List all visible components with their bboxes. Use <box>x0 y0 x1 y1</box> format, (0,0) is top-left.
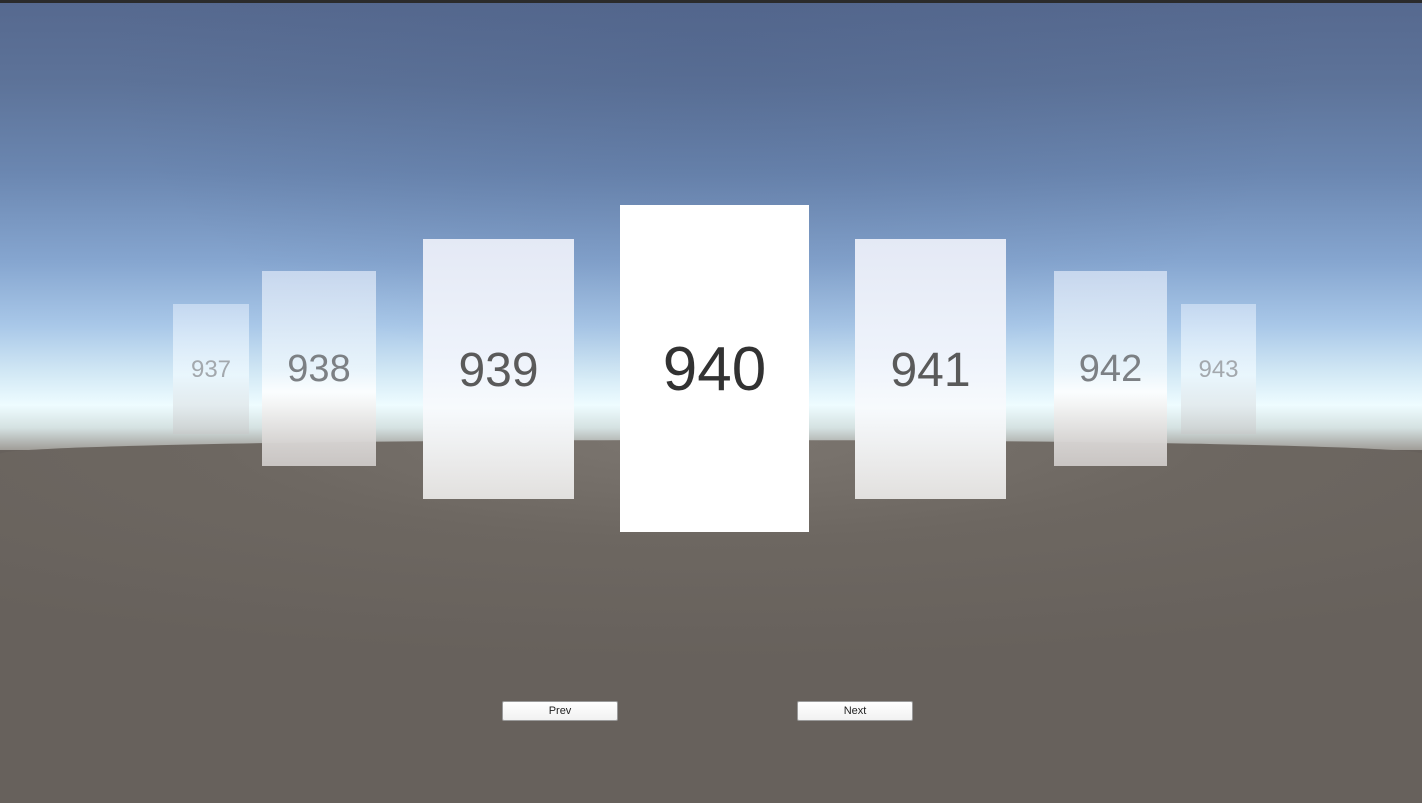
window-top-border <box>0 0 1422 3</box>
carousel-card-939[interactable]: 939 <box>423 239 574 499</box>
carousel-card-937[interactable]: 937 <box>173 304 249 434</box>
carousel-card-938[interactable]: 938 <box>262 271 376 466</box>
prev-button[interactable]: Prev <box>502 701 618 721</box>
card-number-label: 937 <box>190 356 232 383</box>
carousel-card-943[interactable]: 943 <box>1181 304 1256 434</box>
card-number-label: 940 <box>662 335 767 404</box>
card-number-label: 939 <box>458 343 539 397</box>
next-button[interactable]: Next <box>797 701 913 721</box>
carousel-card-942[interactable]: 942 <box>1054 271 1167 466</box>
card-number-label: 941 <box>890 343 971 397</box>
carousel-card-selected[interactable]: 940 <box>620 205 809 532</box>
card-number-label: 938 <box>287 348 351 390</box>
carousel-card-941[interactable]: 941 <box>855 239 1006 499</box>
card-number-label: 943 <box>1198 356 1239 383</box>
card-number-label: 942 <box>1078 348 1143 390</box>
